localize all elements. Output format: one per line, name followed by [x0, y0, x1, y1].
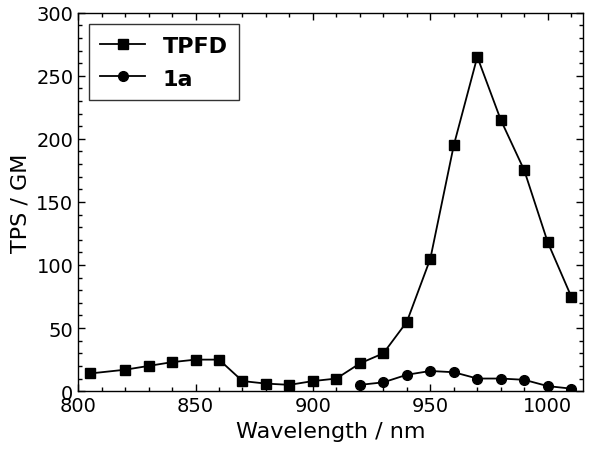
Line: 1a: 1a: [355, 366, 576, 394]
1a: [356, 382, 364, 388]
Line: TPFD: TPFD: [85, 53, 576, 390]
TPFD: [427, 256, 434, 262]
X-axis label: Wavelength / nm: Wavelength / nm: [236, 421, 426, 440]
1a: [497, 376, 504, 381]
TPFD: [520, 168, 528, 174]
1a: [450, 369, 457, 375]
TPFD: [450, 143, 457, 148]
Legend: TPFD, 1a: TPFD, 1a: [89, 25, 239, 101]
TPFD: [333, 376, 340, 381]
TPFD: [310, 379, 317, 384]
TPFD: [380, 351, 387, 356]
1a: [544, 384, 551, 389]
TPFD: [544, 240, 551, 246]
1a: [474, 376, 481, 381]
TPFD: [87, 371, 94, 376]
TPFD: [356, 361, 364, 366]
TPFD: [168, 359, 175, 365]
TPFD: [239, 379, 246, 384]
TPFD: [145, 364, 152, 369]
1a: [520, 377, 528, 383]
TPFD: [121, 367, 129, 373]
TPFD: [497, 118, 504, 123]
TPFD: [286, 382, 293, 388]
TPFD: [192, 357, 199, 363]
Y-axis label: TPS / GM: TPS / GM: [11, 153, 31, 252]
TPFD: [403, 319, 410, 325]
1a: [380, 380, 387, 385]
TPFD: [567, 294, 575, 299]
TPFD: [474, 55, 481, 61]
1a: [567, 386, 575, 391]
TPFD: [263, 381, 270, 386]
TPFD: [215, 357, 222, 363]
1a: [403, 372, 410, 378]
1a: [427, 369, 434, 374]
